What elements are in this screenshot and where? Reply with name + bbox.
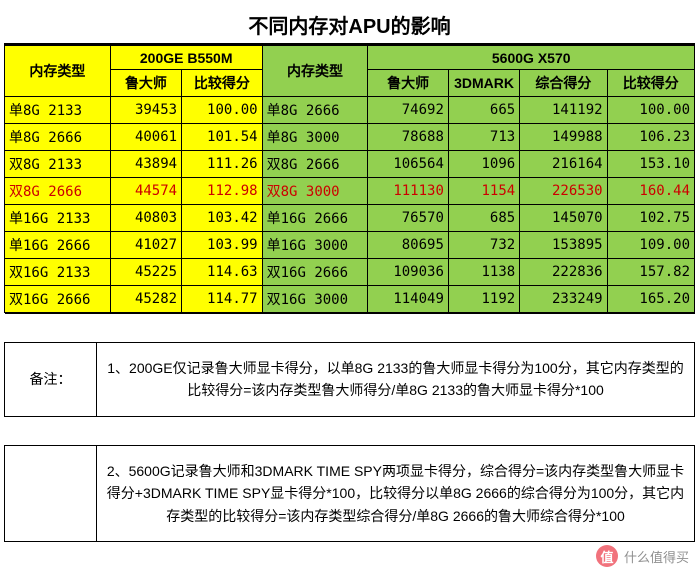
right-ldm-cell: 114049 (368, 286, 448, 313)
right-mem-cell: 双16G 3000 (262, 286, 368, 313)
right-cmp-cell: 153.10 (607, 151, 694, 178)
right-dm-cell: 1154 (448, 178, 519, 205)
right-zh-cell: 149988 (520, 124, 607, 151)
right-cmp-cell: 160.44 (607, 178, 694, 205)
left-ldm-cell: 40803 (110, 205, 181, 232)
left-ldm-cell: 43894 (110, 151, 181, 178)
col-header: 比较得分 (182, 70, 263, 97)
right-ldm-cell: 76570 (368, 205, 448, 232)
right-dm-cell: 665 (448, 97, 519, 124)
left-cmp-cell: 114.77 (182, 286, 263, 313)
table-row: 双16G 266645282114.77双16G 300011404911922… (5, 286, 695, 313)
right-zh-cell: 153895 (520, 232, 607, 259)
right-mem-cell: 单8G 2666 (262, 97, 368, 124)
right-dm-cell: 1192 (448, 286, 519, 313)
right-ldm-cell: 74692 (368, 97, 448, 124)
left-cmp-cell: 100.00 (182, 97, 263, 124)
right-mem-cell: 单16G 3000 (262, 232, 368, 259)
watermark: 值 什么值得买 (596, 545, 689, 567)
right-zh-cell: 141192 (520, 97, 607, 124)
left-cmp-cell: 114.63 (182, 259, 263, 286)
col-header: 鲁大师 (110, 70, 181, 97)
right-zh-cell: 222836 (520, 259, 607, 286)
note-1: 1、200GE仅记录鲁大师显卡得分，以单8G 2133的鲁大师显卡得分为100分… (97, 343, 695, 417)
right-cmp-cell: 102.75 (607, 205, 694, 232)
col-header: 综合得分 (520, 70, 607, 97)
left-ldm-cell: 44574 (110, 178, 181, 205)
right-ldm-cell: 111130 (368, 178, 448, 205)
col-header: 3DMARK (448, 70, 519, 97)
right-mem-cell: 双8G 3000 (262, 178, 368, 205)
right-mem-header: 内存类型 (262, 46, 368, 97)
right-zh-cell: 145070 (520, 205, 607, 232)
col-header: 鲁大师 (368, 70, 448, 97)
right-mem-cell: 单8G 3000 (262, 124, 368, 151)
right-dm-cell: 1138 (448, 259, 519, 286)
right-ldm-cell: 78688 (368, 124, 448, 151)
right-dm-cell: 1096 (448, 151, 519, 178)
left-ldm-cell: 45282 (110, 286, 181, 313)
left-ldm-cell: 45225 (110, 259, 181, 286)
left-mem-cell: 单8G 2133 (5, 97, 111, 124)
right-dm-cell: 732 (448, 232, 519, 259)
right-zh-cell: 216164 (520, 151, 607, 178)
right-platform-header: 5600G X570 (368, 46, 695, 70)
left-ldm-cell: 41027 (110, 232, 181, 259)
notes-label-empty (5, 445, 97, 541)
right-mem-cell: 单16G 2666 (262, 205, 368, 232)
left-platform-header: 200GE B550M (110, 46, 262, 70)
left-mem-cell: 单16G 2666 (5, 232, 111, 259)
left-mem-cell: 单8G 2666 (5, 124, 111, 151)
left-cmp-cell: 111.26 (182, 151, 263, 178)
left-mem-cell: 双8G 2133 (5, 151, 111, 178)
left-cmp-cell: 112.98 (182, 178, 263, 205)
right-cmp-cell: 165.20 (607, 286, 694, 313)
notes-label: 备注： (5, 343, 97, 417)
table-row: 单16G 213340803103.42单16G 266676570685145… (5, 205, 695, 232)
left-mem-header: 内存类型 (5, 46, 111, 97)
right-ldm-cell: 80695 (368, 232, 448, 259)
left-mem-cell: 双16G 2666 (5, 286, 111, 313)
watermark-text: 什么值得买 (624, 547, 689, 566)
left-cmp-cell: 103.42 (182, 205, 263, 232)
left-mem-cell: 单16G 2133 (5, 205, 111, 232)
right-dm-cell: 685 (448, 205, 519, 232)
right-mem-cell: 双16G 2666 (262, 259, 368, 286)
right-cmp-cell: 157.82 (607, 259, 694, 286)
left-ldm-cell: 39453 (110, 97, 181, 124)
col-header: 比较得分 (607, 70, 694, 97)
table-row: 单8G 266640061101.54单8G 30007868871314998… (5, 124, 695, 151)
table-row: 双8G 213343894111.26双8G 26661065641096216… (5, 151, 695, 178)
page-title: 不同内存对APU的影响 (4, 4, 695, 45)
right-zh-cell: 226530 (520, 178, 607, 205)
right-ldm-cell: 106564 (368, 151, 448, 178)
left-mem-cell: 双8G 2666 (5, 178, 111, 205)
left-mem-cell: 双16G 2133 (5, 259, 111, 286)
right-cmp-cell: 109.00 (607, 232, 694, 259)
comparison-table: 内存类型 200GE B550M 内存类型 5600G X570 鲁大师 比较得… (4, 45, 695, 313)
right-ldm-cell: 109036 (368, 259, 448, 286)
right-cmp-cell: 100.00 (607, 97, 694, 124)
table-row: 双16G 213345225114.63双16G 266610903611382… (5, 259, 695, 286)
table-row: 单8G 213339453100.00单8G 26667469266514119… (5, 97, 695, 124)
note-2: 2、5600G记录鲁大师和3DMARK TIME SPY两项显卡得分，综合得分=… (97, 445, 695, 541)
left-ldm-cell: 40061 (110, 124, 181, 151)
right-cmp-cell: 106.23 (607, 124, 694, 151)
right-mem-cell: 双8G 2666 (262, 151, 368, 178)
left-cmp-cell: 101.54 (182, 124, 263, 151)
right-dm-cell: 713 (448, 124, 519, 151)
left-cmp-cell: 103.99 (182, 232, 263, 259)
watermark-logo-icon: 值 (596, 545, 618, 567)
table-row: 双8G 266644574112.98双8G 30001111301154226… (5, 178, 695, 205)
notes-table: 备注： 1、200GE仅记录鲁大师显卡得分，以单8G 2133的鲁大师显卡得分为… (4, 313, 695, 542)
right-zh-cell: 233249 (520, 286, 607, 313)
table-row: 单16G 266641027103.99单16G 300080695732153… (5, 232, 695, 259)
